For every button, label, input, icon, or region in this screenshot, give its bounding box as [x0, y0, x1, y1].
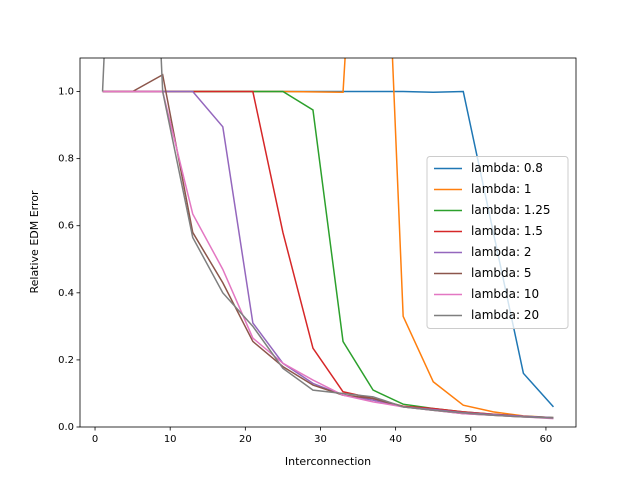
legend-box — [426, 156, 569, 329]
legend-label: lambda: 1.5 — [471, 224, 543, 238]
legend-label: lambda: 2 — [471, 245, 531, 259]
series-line — [101, 58, 554, 419]
legend-label: lambda: 20 — [471, 308, 539, 322]
legend-label: lambda: 0.8 — [471, 161, 543, 175]
legend-label: lambda: 1.25 — [471, 203, 551, 217]
x-tick-label: 60 — [540, 434, 553, 445]
x-tick-label: 20 — [239, 434, 252, 445]
legend-label: lambda: 1 — [471, 182, 531, 196]
axes-frame — [79, 57, 577, 428]
x-tick-label: 10 — [164, 434, 177, 445]
y-tick-label: 0.4 — [58, 288, 74, 299]
y-axis-label: Relative EDM Error — [28, 190, 41, 294]
y-tick-label: 0.2 — [58, 355, 74, 366]
x-tick-label: 50 — [464, 434, 477, 445]
y-tick-label: 0.8 — [58, 154, 74, 165]
legend-label: lambda: 10 — [471, 287, 539, 301]
y-tick-label: 0.0 — [58, 422, 74, 433]
legend-label: lambda: 5 — [471, 266, 531, 280]
y-tick-label: 0.6 — [58, 221, 74, 232]
x-tick-label: 30 — [314, 434, 327, 445]
x-axis-label: Interconnection — [285, 455, 371, 468]
x-tick-label: 0 — [92, 434, 98, 445]
y-tick-label: 1.0 — [58, 87, 74, 98]
x-tick-label: 40 — [389, 434, 402, 445]
